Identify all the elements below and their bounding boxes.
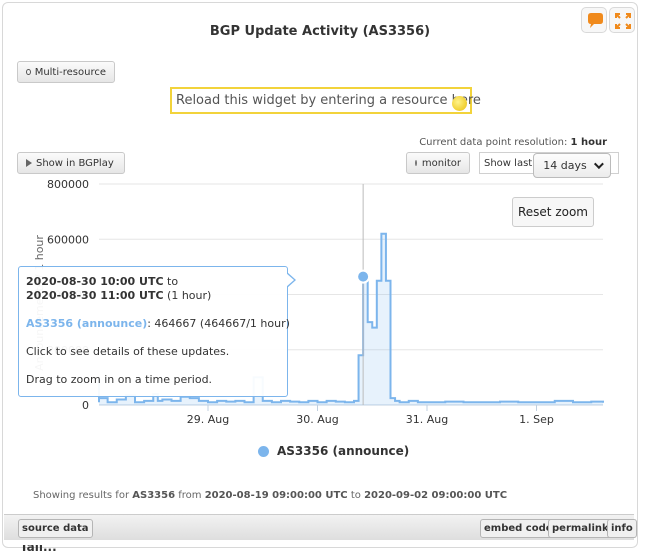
chart[interactable]: 0200000400000600000800000Announcements /… — [3, 3, 638, 473]
tooltip-range-end: 2020-08-30 11:00 UTC (1 hour) — [26, 289, 280, 303]
results-from-word: from — [178, 490, 202, 501]
widget-title: BGP Update Activity (AS3356) — [209, 24, 431, 39]
period-select[interactable]: 14 days — [533, 153, 611, 178]
x-tick-label: 29. Aug — [187, 413, 229, 426]
results-resource: AS3356 — [132, 490, 176, 501]
tooltip-value: : 464667 (464667/1 hour) — [147, 317, 290, 330]
x-tick-label: 30. Aug — [296, 413, 338, 426]
tooltip-from: 2020-08-30 10:00 UTC — [26, 275, 164, 288]
radio-circle-icon — [26, 69, 31, 75]
legend-dot-icon — [258, 445, 269, 457]
tooltip-value-line: AS3356 (announce): 464667 (464667/1 hour… — [26, 317, 290, 331]
period-value: 14 days — [543, 159, 587, 172]
feedback-button[interactable] — [581, 7, 607, 33]
results-prefix: Showing results for — [33, 490, 130, 501]
resource-input[interactable]: Reload this widget by entering a resourc… — [170, 87, 481, 114]
play-triangle-icon — [26, 159, 32, 167]
multi-resource-button[interactable]: Multi-resource — [17, 61, 115, 83]
expand-arrows-icon — [615, 13, 631, 29]
resolution-label: Current data point resolution: — [419, 137, 568, 148]
show-in-bgplay-button[interactable]: Show in BGPlay — [17, 152, 125, 174]
permalink-button[interactable]: permalink — [548, 519, 613, 538]
multi-resource-label: Multi-resource — [34, 66, 106, 78]
monitor-label: monitor — [421, 157, 461, 169]
y-tick-label: 600000 — [47, 233, 89, 246]
resolution-value: 1 hour — [570, 137, 607, 148]
bgplay-label: Show in BGPlay — [36, 157, 114, 169]
tooltip-drag-hint: Drag to zoom in on a time period. — [26, 373, 213, 386]
y-tick-label: 800000 — [47, 178, 89, 191]
tooltip-click-hint: Click to see details of these updates. — [26, 345, 230, 358]
x-tick-label: 31. Aug — [406, 413, 448, 426]
hover-point — [356, 269, 371, 284]
embed-code-button[interactable]: embed code — [480, 519, 557, 538]
next-section-title: Tall... — [20, 545, 57, 552]
chart-tooltip: 2020-08-30 10:00 UTC to 2020-08-30 11:00… — [18, 266, 296, 397]
speech-bubble-icon — [588, 13, 603, 28]
resolution-info: Current data point resolution: 1 hour — [419, 137, 607, 148]
reload-prompt: Reload this widget by entering a resourc… — [176, 93, 481, 108]
yellow-dot-icon — [452, 96, 467, 111]
x-tick-label: 1. Sep — [519, 413, 554, 426]
fullscreen-button[interactable] — [609, 7, 635, 33]
reset-zoom-button[interactable]: Reset zoom — [512, 197, 594, 227]
results-summary: Showing results for AS3356 from 2020-08-… — [33, 490, 507, 501]
results-to-word: to — [350, 490, 361, 501]
source-data-button[interactable]: source data — [18, 519, 93, 538]
legend-label: AS3356 (announce) — [277, 444, 410, 458]
show-last-label: Show last — [484, 157, 533, 169]
tooltip-to-word: to — [167, 275, 179, 288]
tooltip-duration: (1 hour) — [167, 289, 212, 302]
bgp-update-activity-widget: BGP Update Activity (AS3356) Multi-resou… — [2, 2, 638, 548]
series-line — [98, 232, 604, 404]
results-start: 2020-08-19 09:00:00 UTC — [204, 490, 348, 501]
tooltip-range-start: 2020-08-30 10:00 UTC to — [26, 275, 280, 289]
y-tick-label: 0 — [82, 399, 89, 412]
info-button[interactable]: info — [607, 519, 637, 538]
tooltip-series-name: AS3356 (announce) — [26, 317, 148, 330]
results-end: 2020-09-02 09:00:00 UTC — [364, 490, 508, 501]
monitor-button[interactable]: monitor — [406, 152, 470, 174]
monitor-dot-icon — [415, 160, 417, 166]
tooltip-until: 2020-08-30 11:00 UTC — [26, 289, 164, 302]
chart-legend-item[interactable]: AS3356 (announce) — [258, 444, 409, 458]
widget-footer: source data embed code permalink info — [4, 514, 637, 540]
tooltip-arrow-inner — [286, 273, 294, 287]
